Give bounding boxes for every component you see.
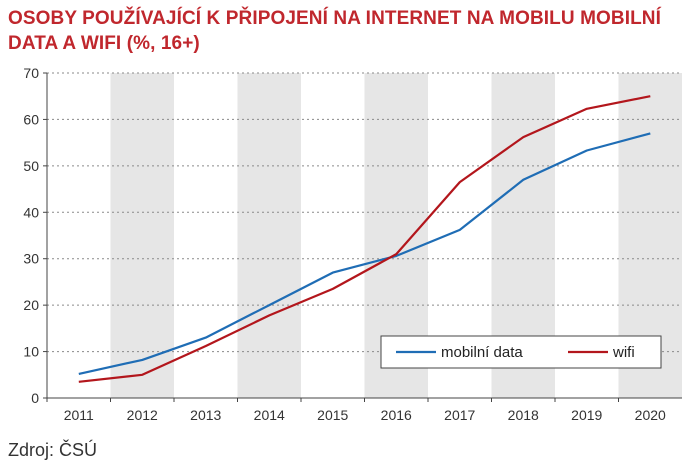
legend-label-mobilni-data: mobilní data xyxy=(441,344,523,361)
x-tick-label: 2014 xyxy=(254,407,285,423)
x-tick-label: 2011 xyxy=(64,407,94,423)
y-tick-label: 0 xyxy=(31,390,39,406)
x-tick-label: 2012 xyxy=(127,407,158,423)
x-tick-label: 2020 xyxy=(635,407,666,423)
year-band xyxy=(237,73,301,398)
y-tick-label: 10 xyxy=(23,344,39,360)
x-tick-label: 2019 xyxy=(571,407,602,423)
chart-title: OSOBY POUŽÍVAJÍCÍ K PŘIPOJENÍ NA INTERNE… xyxy=(8,8,662,54)
x-tick-label: 2015 xyxy=(317,407,348,423)
source-note: Zdroj: ČSÚ xyxy=(8,440,98,460)
x-tick-label: 2016 xyxy=(381,407,412,423)
y-tick-label: 20 xyxy=(23,297,39,313)
series-line-mobilni-data xyxy=(78,132,651,375)
y-tick-label: 30 xyxy=(23,251,39,267)
y-tick-label: 40 xyxy=(23,204,39,220)
x-tick-label: 2013 xyxy=(190,407,221,423)
y-tick-label: 50 xyxy=(23,158,39,174)
year-band xyxy=(110,73,174,398)
y-tick-label: 70 xyxy=(23,65,39,81)
series-line-wifi xyxy=(78,95,651,383)
x-tick-label: 2018 xyxy=(508,407,539,423)
x-tick-label: 2017 xyxy=(444,407,475,423)
legend-label-wifi: wifi xyxy=(612,344,635,361)
y-tick-label: 60 xyxy=(23,111,39,127)
